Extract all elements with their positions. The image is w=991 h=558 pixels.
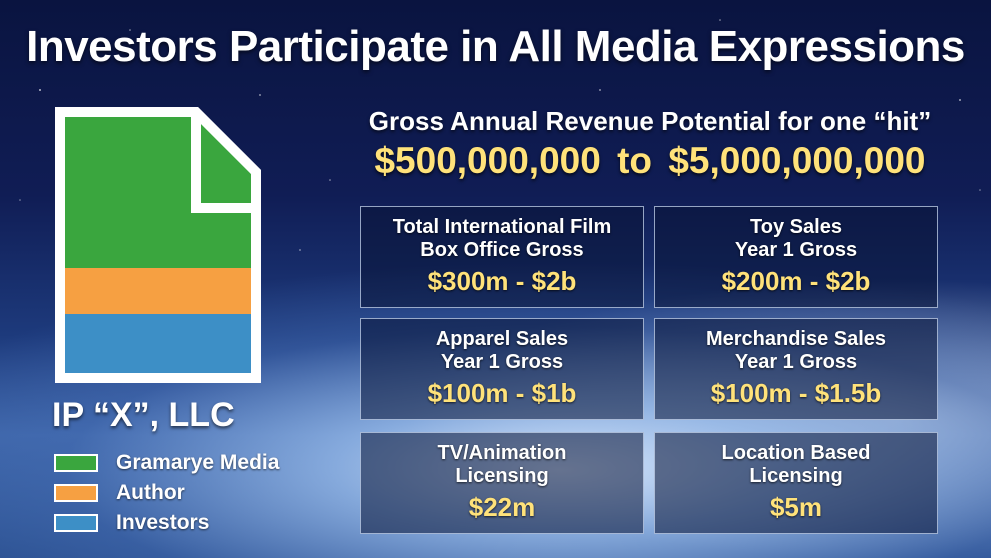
card-value: $100m - $1b [427, 378, 577, 408]
legend-swatch [54, 454, 98, 472]
card-title: Apparel Sales [435, 328, 569, 350]
card-subtitle: Licensing [455, 465, 549, 487]
card-subtitle: Year 1 Gross [440, 351, 564, 373]
legend-label: Author [116, 481, 185, 504]
card-title: Total International Film [392, 216, 612, 238]
card-subtitle: Year 1 Gross [734, 351, 858, 373]
range-connector: to [617, 140, 653, 181]
card-subtitle: Box Office Gross [420, 239, 584, 261]
card-apparel-sales: Apparel Sales Year 1 Gross $100m - $1b [360, 318, 644, 420]
card-title: TV/Animation [437, 442, 567, 464]
revenue-subtitle: Gross Annual Revenue Potential for one “… [368, 106, 932, 136]
card-title: Toy Sales [750, 216, 842, 238]
card-title: Merchandise Sales [705, 328, 887, 350]
ownership-legend: Gramarye Media Author Investors [54, 448, 279, 538]
card-location-based: Location Based Licensing $5m [654, 432, 938, 534]
ownership-document-icon [55, 107, 261, 383]
revenue-cards-grid: Total International Film Box Office Gros… [360, 206, 938, 536]
legend-swatch [54, 514, 98, 532]
legend-label: Gramarye Media [116, 451, 280, 474]
card-tv-animation: TV/Animation Licensing $22m [360, 432, 644, 534]
card-value: $300m - $2b [427, 266, 577, 296]
card-toy-sales: Toy Sales Year 1 Gross $200m - $2b [654, 206, 938, 308]
range-low: $500,000,000 [374, 140, 601, 181]
author-share-band [60, 268, 256, 314]
card-title: Location Based [721, 442, 871, 464]
page-title: Investors Participate in All Media Expre… [26, 22, 965, 71]
card-subtitle: Year 1 Gross [734, 239, 858, 261]
investors-share-band [60, 314, 256, 378]
legend-swatch [54, 484, 98, 502]
card-value: $200m - $2b [721, 266, 871, 296]
company-name: IP “X”, LLC [52, 396, 235, 434]
card-value: $5m [769, 492, 823, 522]
card-value: $100m - $1.5b [710, 378, 882, 408]
range-high: $5,000,000,000 [668, 140, 926, 181]
gramarye-share-band [60, 112, 256, 268]
card-subtitle: Licensing [749, 465, 843, 487]
card-value: $22m [468, 492, 536, 522]
revenue-range: $500,000,000 to $5,000,000,000 [355, 140, 945, 182]
legend-item-gramarye: Gramarye Media [54, 448, 279, 478]
card-merchandise-sales: Merchandise Sales Year 1 Gross $100m - $… [654, 318, 938, 420]
legend-item-investors: Investors [54, 508, 279, 538]
legend-label: Investors [116, 511, 210, 534]
legend-item-author: Author [54, 478, 279, 508]
card-film-box-office: Total International Film Box Office Gros… [360, 206, 644, 308]
